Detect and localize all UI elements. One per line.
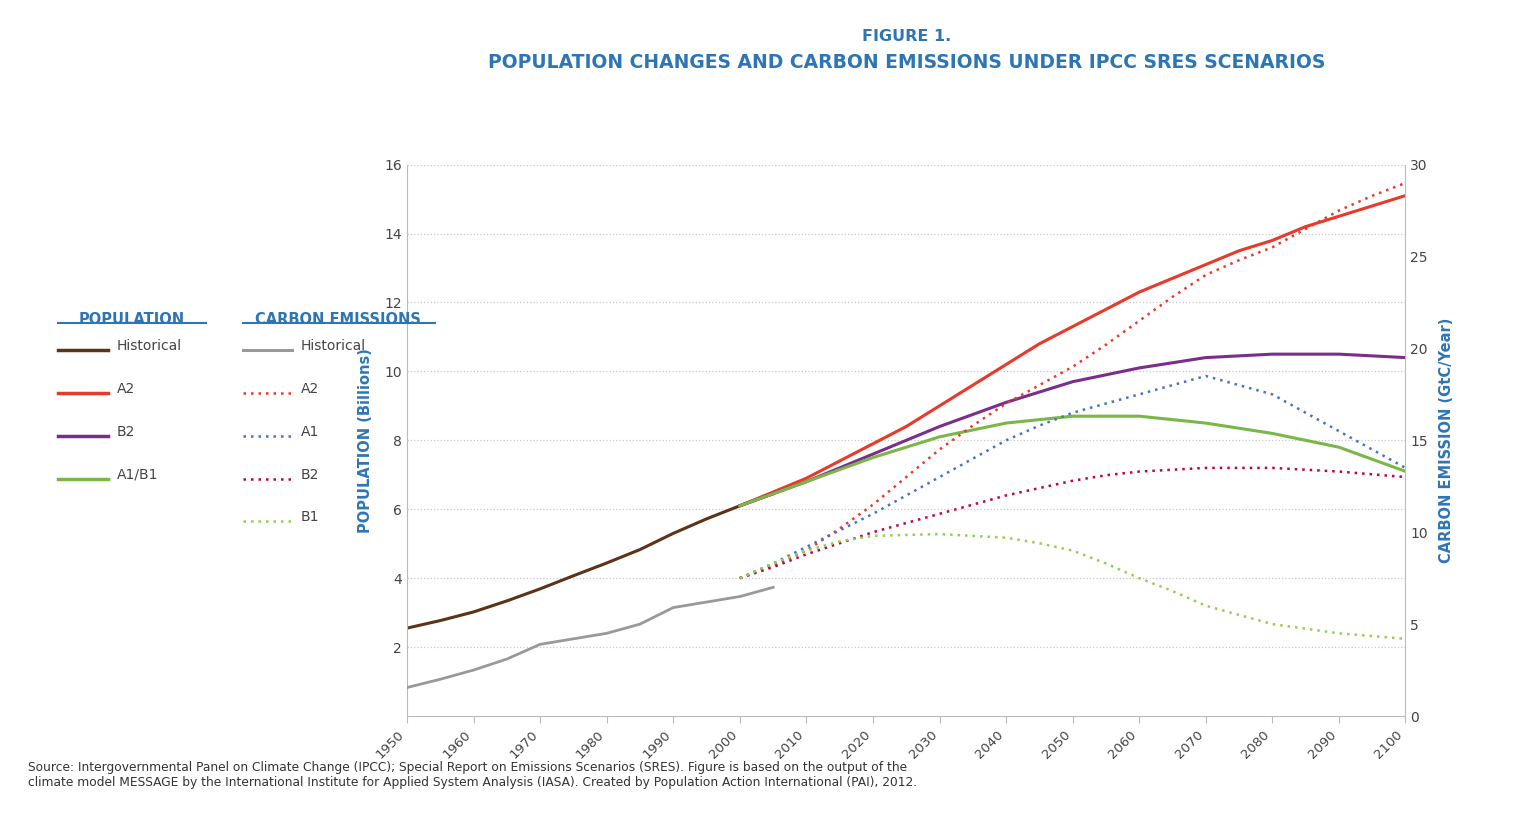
Text: B1: B1 (301, 510, 319, 524)
Text: Historical: Historical (117, 339, 181, 353)
Text: POPULATION CHANGES AND CARBON EMISSIONS UNDER IPCC SRES SCENARIOS: POPULATION CHANGES AND CARBON EMISSIONS … (487, 53, 1326, 72)
Text: Source: Intergovernmental Panel on Climate Change (IPCC); Special Report on Emis: Source: Intergovernmental Panel on Clima… (28, 761, 917, 789)
Text: Historical: Historical (301, 339, 366, 353)
Text: A1/B1: A1/B1 (117, 467, 158, 481)
Text: POPULATION: POPULATION (78, 313, 186, 328)
Text: A2: A2 (301, 382, 319, 396)
Text: B2: B2 (117, 425, 135, 439)
Text: A1: A1 (301, 425, 319, 439)
Text: FIGURE 1.: FIGURE 1. (862, 29, 951, 44)
Text: A2: A2 (117, 382, 135, 396)
Y-axis label: CARBON EMISSION (GtC/Year): CARBON EMISSION (GtC/Year) (1439, 318, 1455, 563)
Y-axis label: POPULATION (Billions): POPULATION (Billions) (358, 348, 373, 532)
Text: CARBON EMISSIONS: CARBON EMISSIONS (255, 313, 421, 328)
Text: B2: B2 (301, 467, 319, 481)
